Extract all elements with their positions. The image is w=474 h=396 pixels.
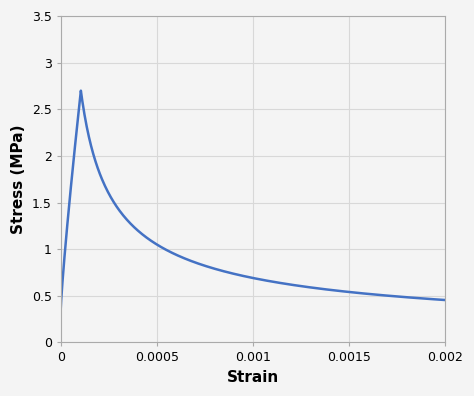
Y-axis label: Stress (MPa): Stress (MPa) [11, 124, 26, 234]
X-axis label: Strain: Strain [227, 370, 279, 385]
